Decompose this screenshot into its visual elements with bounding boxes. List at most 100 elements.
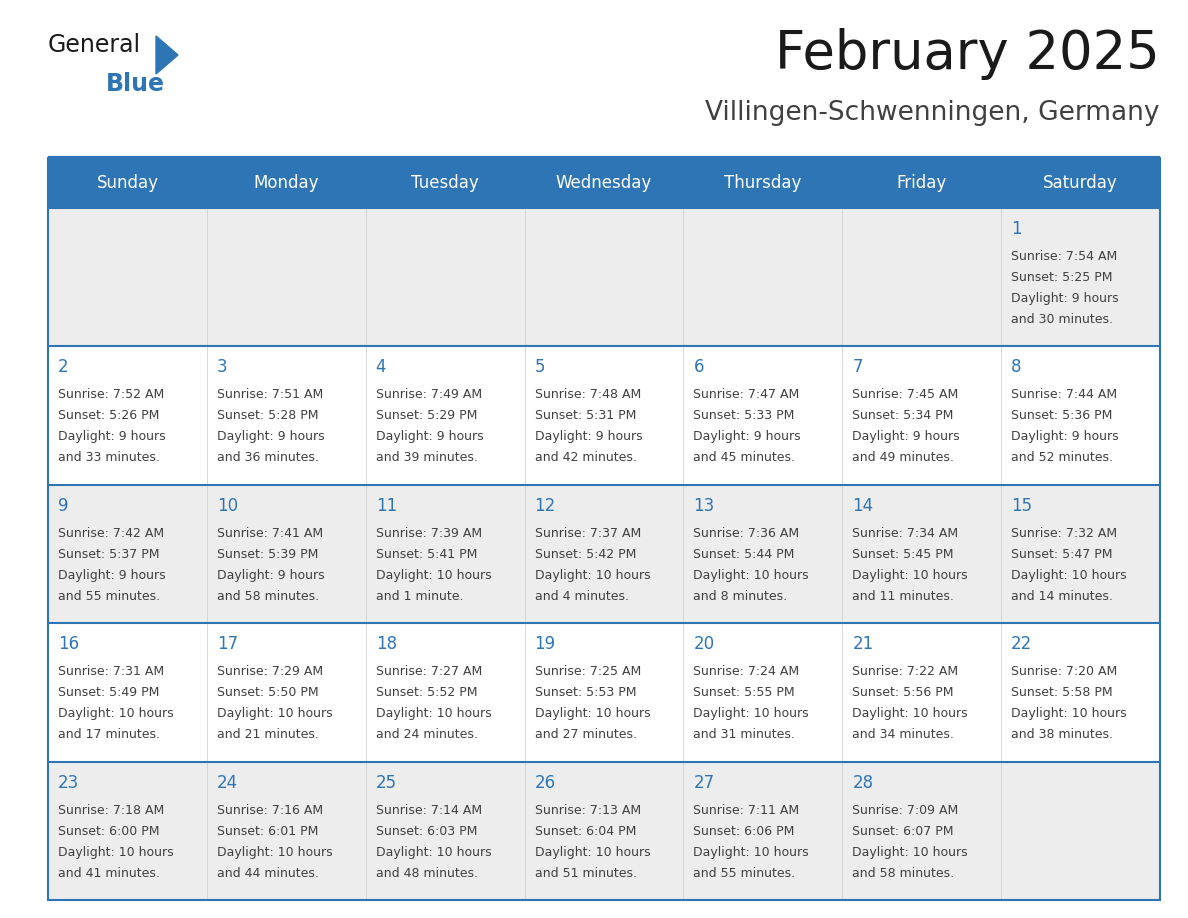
Text: 15: 15 bbox=[1011, 497, 1032, 515]
Text: Sunrise: 7:32 AM: Sunrise: 7:32 AM bbox=[1011, 527, 1117, 540]
Bar bbox=[48, 762, 1159, 900]
Polygon shape bbox=[156, 36, 178, 74]
Text: Sunset: 5:37 PM: Sunset: 5:37 PM bbox=[58, 548, 159, 561]
Text: 17: 17 bbox=[217, 635, 238, 654]
Text: Daylight: 10 hours: Daylight: 10 hours bbox=[694, 707, 809, 721]
Bar bbox=[48, 623, 1159, 762]
Text: Daylight: 10 hours: Daylight: 10 hours bbox=[535, 845, 650, 858]
Text: Daylight: 10 hours: Daylight: 10 hours bbox=[694, 845, 809, 858]
Text: 26: 26 bbox=[535, 774, 556, 791]
Text: and 55 minutes.: and 55 minutes. bbox=[58, 589, 160, 603]
Text: Daylight: 9 hours: Daylight: 9 hours bbox=[852, 431, 960, 443]
Text: and 14 minutes.: and 14 minutes. bbox=[1011, 589, 1113, 603]
Text: and 42 minutes.: and 42 minutes. bbox=[535, 452, 637, 465]
Text: Sunrise: 7:11 AM: Sunrise: 7:11 AM bbox=[694, 803, 800, 817]
Text: and 33 minutes.: and 33 minutes. bbox=[58, 452, 160, 465]
Text: Sunset: 5:41 PM: Sunset: 5:41 PM bbox=[375, 548, 478, 561]
Text: Sunrise: 7:31 AM: Sunrise: 7:31 AM bbox=[58, 666, 164, 678]
Text: Daylight: 10 hours: Daylight: 10 hours bbox=[694, 569, 809, 582]
Text: Daylight: 10 hours: Daylight: 10 hours bbox=[58, 707, 173, 721]
Text: Sunset: 5:50 PM: Sunset: 5:50 PM bbox=[217, 686, 318, 700]
Text: Daylight: 9 hours: Daylight: 9 hours bbox=[375, 431, 484, 443]
Text: 28: 28 bbox=[852, 774, 873, 791]
Text: and 38 minutes.: and 38 minutes. bbox=[1011, 728, 1113, 741]
Text: Daylight: 9 hours: Daylight: 9 hours bbox=[217, 431, 324, 443]
Text: and 11 minutes.: and 11 minutes. bbox=[852, 589, 954, 603]
Text: 6: 6 bbox=[694, 358, 704, 376]
Text: and 41 minutes.: and 41 minutes. bbox=[58, 867, 160, 879]
Text: Sunrise: 7:24 AM: Sunrise: 7:24 AM bbox=[694, 666, 800, 678]
Text: Daylight: 10 hours: Daylight: 10 hours bbox=[1011, 707, 1126, 721]
Text: and 8 minutes.: and 8 minutes. bbox=[694, 589, 788, 603]
Text: and 27 minutes.: and 27 minutes. bbox=[535, 728, 637, 741]
Text: and 51 minutes.: and 51 minutes. bbox=[535, 867, 637, 879]
Text: 21: 21 bbox=[852, 635, 873, 654]
Text: Sunset: 5:28 PM: Sunset: 5:28 PM bbox=[217, 409, 318, 422]
Text: Daylight: 10 hours: Daylight: 10 hours bbox=[375, 569, 492, 582]
Text: 14: 14 bbox=[852, 497, 873, 515]
Text: and 58 minutes.: and 58 minutes. bbox=[852, 867, 954, 879]
Text: Daylight: 9 hours: Daylight: 9 hours bbox=[1011, 292, 1119, 305]
Text: Daylight: 10 hours: Daylight: 10 hours bbox=[852, 569, 968, 582]
Text: and 45 minutes.: and 45 minutes. bbox=[694, 452, 796, 465]
Text: 4: 4 bbox=[375, 358, 386, 376]
Text: Sunset: 5:45 PM: Sunset: 5:45 PM bbox=[852, 548, 954, 561]
Text: Friday: Friday bbox=[897, 174, 947, 192]
Text: and 21 minutes.: and 21 minutes. bbox=[217, 728, 318, 741]
Text: 11: 11 bbox=[375, 497, 397, 515]
Bar bbox=[48, 208, 1159, 346]
Text: Daylight: 10 hours: Daylight: 10 hours bbox=[217, 707, 333, 721]
Text: 18: 18 bbox=[375, 635, 397, 654]
Text: 9: 9 bbox=[58, 497, 69, 515]
Text: Sunset: 6:04 PM: Sunset: 6:04 PM bbox=[535, 824, 636, 837]
Text: and 44 minutes.: and 44 minutes. bbox=[217, 867, 318, 879]
Text: and 17 minutes.: and 17 minutes. bbox=[58, 728, 160, 741]
Text: 10: 10 bbox=[217, 497, 238, 515]
Text: and 31 minutes.: and 31 minutes. bbox=[694, 728, 795, 741]
Text: Sunrise: 7:45 AM: Sunrise: 7:45 AM bbox=[852, 388, 959, 401]
Text: Sunrise: 7:42 AM: Sunrise: 7:42 AM bbox=[58, 527, 164, 540]
Text: Sunset: 6:01 PM: Sunset: 6:01 PM bbox=[217, 824, 318, 837]
Text: 1: 1 bbox=[1011, 220, 1022, 238]
Text: Sunrise: 7:54 AM: Sunrise: 7:54 AM bbox=[1011, 250, 1118, 263]
Text: 3: 3 bbox=[217, 358, 227, 376]
Text: Sunrise: 7:51 AM: Sunrise: 7:51 AM bbox=[217, 388, 323, 401]
Text: Daylight: 10 hours: Daylight: 10 hours bbox=[852, 845, 968, 858]
Text: Sunset: 5:36 PM: Sunset: 5:36 PM bbox=[1011, 409, 1112, 422]
Text: Daylight: 10 hours: Daylight: 10 hours bbox=[58, 845, 173, 858]
Text: Sunrise: 7:41 AM: Sunrise: 7:41 AM bbox=[217, 527, 323, 540]
Text: Daylight: 10 hours: Daylight: 10 hours bbox=[852, 707, 968, 721]
Text: Sunrise: 7:18 AM: Sunrise: 7:18 AM bbox=[58, 803, 164, 817]
Text: Sunrise: 7:09 AM: Sunrise: 7:09 AM bbox=[852, 803, 959, 817]
Text: Sunset: 5:56 PM: Sunset: 5:56 PM bbox=[852, 686, 954, 700]
Text: Daylight: 9 hours: Daylight: 9 hours bbox=[58, 431, 165, 443]
Text: and 58 minutes.: and 58 minutes. bbox=[217, 589, 320, 603]
Text: and 24 minutes.: and 24 minutes. bbox=[375, 728, 478, 741]
Text: Sunset: 6:06 PM: Sunset: 6:06 PM bbox=[694, 824, 795, 837]
Text: Sunrise: 7:34 AM: Sunrise: 7:34 AM bbox=[852, 527, 959, 540]
Text: Sunrise: 7:44 AM: Sunrise: 7:44 AM bbox=[1011, 388, 1117, 401]
Text: 25: 25 bbox=[375, 774, 397, 791]
Text: Sunset: 5:58 PM: Sunset: 5:58 PM bbox=[1011, 686, 1113, 700]
Text: Daylight: 10 hours: Daylight: 10 hours bbox=[217, 845, 333, 858]
Text: Tuesday: Tuesday bbox=[411, 174, 479, 192]
Text: Sunset: 5:47 PM: Sunset: 5:47 PM bbox=[1011, 548, 1113, 561]
Text: and 1 minute.: and 1 minute. bbox=[375, 589, 463, 603]
Text: and 4 minutes.: and 4 minutes. bbox=[535, 589, 628, 603]
Text: and 36 minutes.: and 36 minutes. bbox=[217, 452, 318, 465]
Text: Sunset: 5:53 PM: Sunset: 5:53 PM bbox=[535, 686, 636, 700]
Text: Daylight: 10 hours: Daylight: 10 hours bbox=[1011, 569, 1126, 582]
Text: 12: 12 bbox=[535, 497, 556, 515]
Text: Sunset: 5:34 PM: Sunset: 5:34 PM bbox=[852, 409, 954, 422]
Bar bbox=[48, 485, 1159, 623]
Text: Sunset: 5:29 PM: Sunset: 5:29 PM bbox=[375, 409, 478, 422]
Text: Wednesday: Wednesday bbox=[556, 174, 652, 192]
Text: Saturday: Saturday bbox=[1043, 174, 1118, 192]
Text: Daylight: 10 hours: Daylight: 10 hours bbox=[535, 707, 650, 721]
Text: Sunset: 6:07 PM: Sunset: 6:07 PM bbox=[852, 824, 954, 837]
Text: Sunset: 6:03 PM: Sunset: 6:03 PM bbox=[375, 824, 478, 837]
Text: Sunset: 5:52 PM: Sunset: 5:52 PM bbox=[375, 686, 478, 700]
Text: and 39 minutes.: and 39 minutes. bbox=[375, 452, 478, 465]
Bar bbox=[48, 346, 1159, 485]
Text: Blue: Blue bbox=[106, 72, 165, 96]
